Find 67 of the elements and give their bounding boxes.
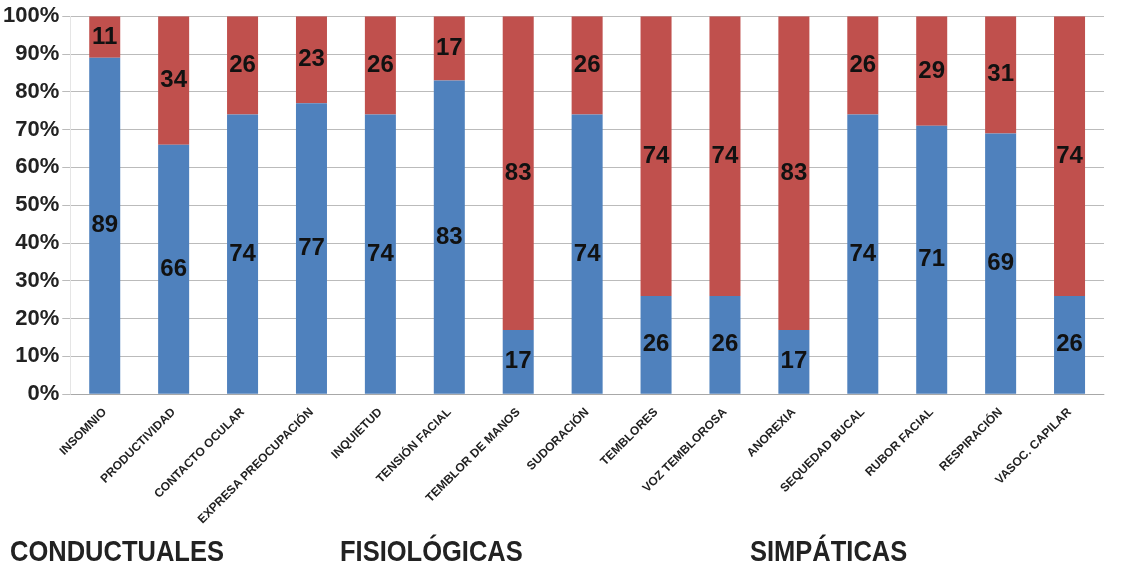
data-label: 74 (642, 140, 671, 168)
data-label: 71 (918, 244, 946, 272)
bar (158, 144, 190, 394)
data-label: 17 (780, 346, 808, 374)
data-label: 74 (711, 140, 739, 168)
data-label: 83 (504, 157, 532, 185)
bar (1054, 295, 1086, 394)
data-label: 26 (642, 329, 670, 357)
y-tick-label: 60% (15, 153, 60, 179)
bar (847, 114, 879, 394)
y-tick-label: 70% (15, 115, 60, 141)
y-tick-label: 30% (15, 266, 60, 292)
bar (778, 329, 810, 394)
bar (640, 295, 672, 394)
data-label: 17 (435, 32, 463, 60)
bar (295, 103, 327, 394)
data-label: 83 (435, 221, 463, 249)
data-label: 11 (92, 21, 118, 49)
data-label: 26 (229, 49, 256, 77)
data-label: 74 (573, 238, 602, 266)
data-label: 74 (849, 238, 877, 266)
text: FISIOLÓGICAS (340, 534, 523, 568)
bar (571, 114, 603, 394)
data-label: 26 (849, 49, 877, 77)
y-tick-label: 80% (15, 77, 60, 103)
data-label: 66 (160, 253, 187, 281)
bar (364, 114, 396, 394)
data-label: 17 (504, 346, 532, 374)
data-label: 74 (229, 238, 257, 266)
bar (916, 125, 948, 394)
y-tick-label: 100% (2, 2, 60, 28)
bar (1054, 16, 1086, 296)
data-label: 26 (573, 49, 601, 77)
data-label: 26 (1056, 329, 1083, 357)
y-tick-label: 90% (15, 40, 60, 66)
bar (502, 16, 534, 330)
data-label: 69 (987, 248, 1014, 276)
bar (89, 57, 121, 394)
y-tick-label: 10% (15, 342, 60, 368)
y-tick-label: 20% (15, 304, 60, 330)
data-label: 74 (367, 238, 395, 266)
bar (778, 16, 810, 330)
y-tick-label: 40% (15, 229, 60, 255)
data-label: 26 (367, 49, 394, 77)
y-tick-label: 0% (27, 380, 60, 406)
bar (709, 16, 741, 296)
data-label: 83 (780, 157, 808, 185)
data-label: 89 (91, 210, 119, 238)
data-label: 77 (298, 233, 325, 261)
data-label: 23 (298, 44, 325, 72)
bar (985, 16, 1017, 134)
bar (640, 16, 672, 296)
y-tick-label: 50% (15, 191, 60, 217)
data-label: 31 (987, 59, 1014, 87)
bar (433, 80, 465, 394)
bar (227, 114, 259, 394)
bar (709, 295, 741, 394)
bar (985, 133, 1017, 394)
text: SIMPÁTICAS (750, 534, 908, 568)
data-label: 74 (1056, 140, 1084, 168)
bar (916, 16, 948, 126)
data-label: 29 (918, 55, 946, 83)
text: CONDUCTUALES (10, 534, 224, 568)
bar (502, 329, 534, 394)
data-label: 26 (711, 329, 739, 357)
data-label: 34 (160, 65, 188, 93)
bar (158, 16, 190, 145)
